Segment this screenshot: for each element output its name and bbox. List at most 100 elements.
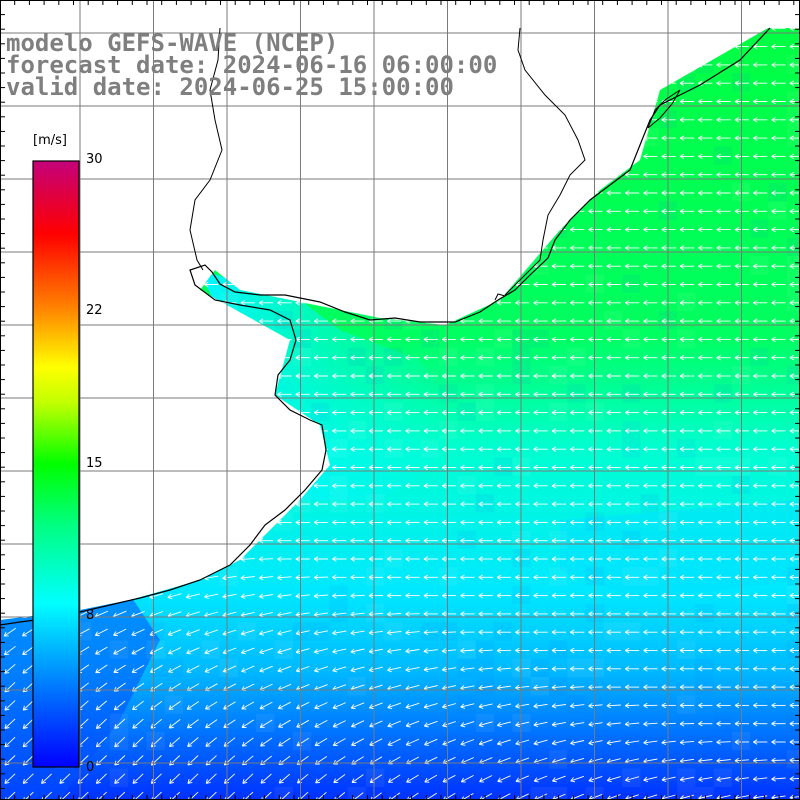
- wind-arrow: [551, 300, 566, 306]
- grid-cell: [549, 786, 568, 800]
- wind-arrow: [606, 428, 621, 434]
- wind-arrow: [204, 665, 218, 673]
- grid-cell: [475, 640, 495, 659]
- wind-arrow: [789, 702, 800, 709]
- wind-arrow: [698, 135, 713, 141]
- wind-arrow: [606, 409, 621, 416]
- wind-arrow: [204, 135, 219, 141]
- colorbar: [32, 160, 80, 768]
- wind-arrow: [94, 373, 109, 379]
- wind-arrow: [112, 245, 127, 251]
- wind-arrow: [643, 684, 658, 690]
- wind-arrow: [753, 446, 768, 452]
- wind-arrow: [2, 263, 17, 269]
- wind-arrow: [533, 446, 548, 452]
- wind-arrow: [551, 153, 566, 160]
- wind-arrow: [277, 483, 292, 489]
- wind-arrow: [496, 721, 512, 728]
- wind-arrow: [588, 98, 603, 105]
- wind-arrow: [167, 391, 182, 397]
- wind-arrow: [570, 300, 585, 306]
- wind-arrow: [332, 556, 347, 562]
- wind-arrow: [130, 117, 146, 123]
- grid-cell: [439, 732, 458, 751]
- wind-arrow: [368, 300, 383, 306]
- wind-arrow: [277, 630, 292, 636]
- wind-arrow: [753, 592, 768, 599]
- wind-arrow: [167, 281, 182, 288]
- grid-cell: [567, 347, 586, 366]
- wind-arrow: [643, 153, 658, 160]
- wind-arrow: [313, 336, 329, 343]
- wind-arrow: [460, 80, 475, 86]
- wind-arrow: [368, 629, 383, 636]
- wind-arrow: [679, 409, 695, 416]
- wind-arrow: [332, 428, 347, 434]
- wind-arrow: [167, 428, 182, 434]
- wind-arrow: [716, 318, 731, 324]
- wind-arrow: [606, 80, 621, 86]
- wind-arrow: [679, 355, 695, 361]
- wind-arrow: [295, 464, 310, 471]
- grid-cell: [713, 384, 732, 403]
- wind-arrow: [478, 629, 493, 635]
- wind-arrow: [441, 300, 457, 306]
- wind-arrow: [2, 226, 17, 233]
- wind-arrow: [295, 519, 310, 526]
- wind-arrow: [222, 428, 237, 434]
- wind-arrow: [149, 318, 164, 324]
- wind-arrow: [350, 409, 365, 416]
- wind-arrow: [387, 300, 402, 306]
- wind-arrow: [771, 263, 786, 269]
- wind-arrow: [131, 628, 145, 637]
- wind-arrow: [478, 172, 493, 178]
- wind-arrow: [753, 611, 768, 617]
- wind-arrow: [130, 391, 146, 397]
- grid-cell: [292, 347, 312, 366]
- wind-arrow: [332, 483, 347, 489]
- wind-arrow: [423, 318, 438, 324]
- wind-arrow: [186, 8, 200, 13]
- wind-arrow: [260, 737, 273, 747]
- wind-arrow: [753, 62, 768, 68]
- wind-arrow: [112, 446, 127, 452]
- wind-arrow: [515, 703, 530, 709]
- wind-arrow: [405, 519, 420, 526]
- wind-arrow: [332, 117, 347, 123]
- wind-arrow: [716, 190, 731, 196]
- wind-arrow: [606, 226, 621, 233]
- wind-arrow: [789, 62, 800, 68]
- wind-arrow: [643, 336, 658, 343]
- wind-arrow: [661, 483, 676, 489]
- wind-arrow: [185, 226, 200, 233]
- grid-cell: [402, 256, 421, 275]
- wind-arrow: [679, 62, 695, 68]
- wind-arrow: [515, 464, 530, 471]
- wind-arrow: [478, 739, 493, 746]
- wind-arrow: [478, 721, 493, 728]
- wind-arrow: [496, 391, 512, 397]
- wind-arrow: [515, 135, 530, 141]
- wind-arrow: [698, 263, 713, 269]
- wind-arrow: [753, 43, 768, 50]
- wind-arrow: [2, 208, 17, 214]
- wind-arrow: [588, 373, 603, 379]
- wind-arrow: [405, 391, 420, 397]
- wind-arrow: [278, 737, 291, 747]
- valid-date: valid date: 2024-06-25 15:00:00: [6, 73, 454, 101]
- wind-arrow: [313, 648, 329, 654]
- wind-arrow: [515, 556, 530, 562]
- wind-arrow: [94, 281, 109, 288]
- grid-cell: [164, 732, 183, 751]
- wind-arrow: [2, 153, 17, 160]
- wind-arrow: [350, 702, 365, 710]
- wind-arrow: [496, 117, 512, 123]
- wind-arrow: [624, 428, 640, 434]
- wind-arrow: [441, 28, 457, 31]
- wind-arrow: [515, 300, 530, 306]
- wind-arrow: [332, 336, 347, 343]
- wind-arrow: [2, 483, 17, 489]
- wind-arrow: [332, 409, 347, 416]
- wind-arrow: [661, 702, 676, 709]
- wind-arrow: [204, 701, 218, 710]
